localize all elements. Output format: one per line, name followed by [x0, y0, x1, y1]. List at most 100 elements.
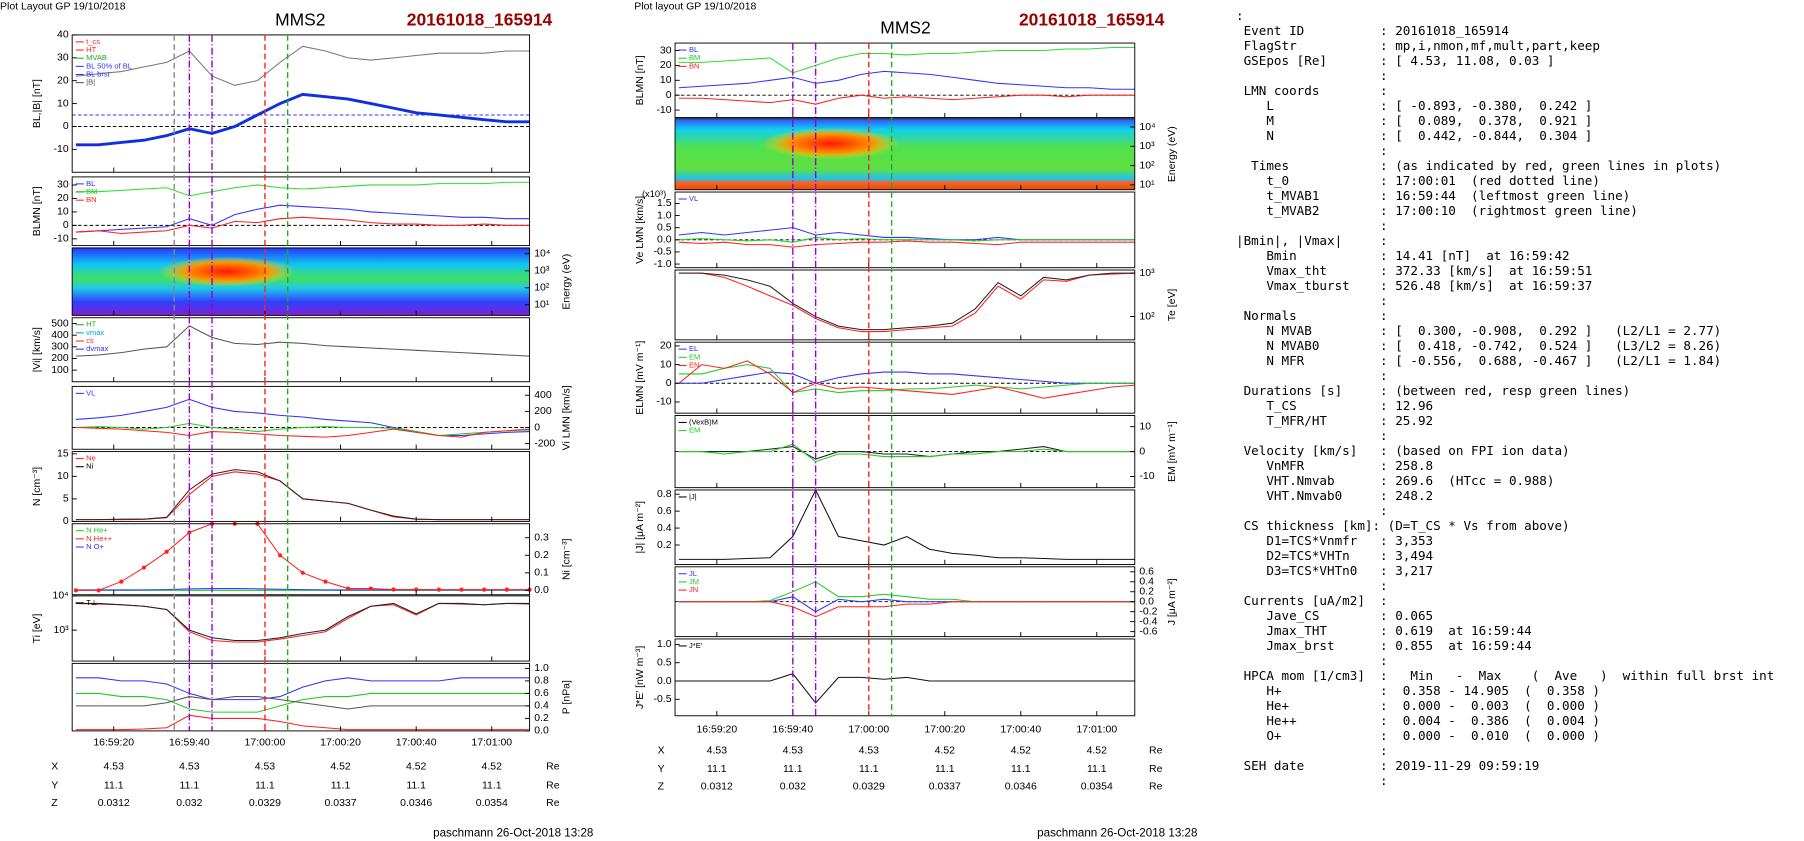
panel: 10² 10³ Te [eV] — [674, 268, 1178, 341]
panel-frame — [674, 341, 1136, 414]
y-tick-label: 30 — [57, 53, 69, 64]
y-tick-label: 10 — [57, 207, 69, 218]
series-line — [678, 46, 1135, 74]
legend-label: BL — [689, 45, 698, 54]
legend-label: HT — [86, 320, 96, 329]
y-tick-label: -10 — [656, 397, 671, 408]
info-line: : — [1236, 773, 1388, 788]
orbit-value: 4.53 — [783, 745, 804, 756]
panel: -1.0-0.50.0 0.51.01.5 Ve LMN [km/s](x10³) V… — [635, 189, 1136, 270]
series-line — [678, 371, 1135, 384]
y-axis-label: Vi LMN [km/s] — [562, 385, 573, 450]
x-tick-label: 17:00:00 — [848, 725, 889, 736]
y-axis-label: J*E' [nW m⁻³] — [635, 646, 646, 709]
y-axis-label: ELMN [mV m⁻¹] — [635, 341, 646, 415]
chart-footer: paschmann 26-Oct-2018 13:28 — [433, 826, 593, 839]
legend-label: t_cs — [86, 37, 100, 46]
panel: -200 0 200 400 Vi LMN [km/s] VL — [71, 385, 573, 450]
y-tick-label: 30 — [660, 45, 672, 56]
y-tick-label: 10 — [660, 75, 672, 86]
y-tick-label: 10² — [534, 283, 550, 294]
info-line: Event ID : 20161018_165914 — [1236, 23, 1509, 38]
orbit-unit: Re — [546, 762, 560, 773]
y-tick-label: 10 — [1139, 421, 1151, 432]
series-point — [459, 587, 464, 592]
y-tick-label: 300 — [51, 342, 69, 353]
legend-label: JL — [689, 569, 697, 578]
series-line — [75, 696, 530, 710]
chart-title: MMS2 — [275, 10, 325, 30]
series-line — [678, 272, 1135, 333]
info-line: N MVAB : [ 0.300, -0.908, 0.292 ] (L2/L1… — [1236, 323, 1722, 338]
y-tick-label: 0.5 — [657, 657, 672, 668]
y-tick-label: 0 — [1139, 446, 1145, 457]
series-line — [75, 471, 530, 521]
orbit-value: 0.032 — [780, 782, 806, 793]
series-point — [346, 586, 351, 591]
panel-frame — [71, 595, 531, 662]
info-line: N : [ 0.442, -0.844, 0.304 ] — [1236, 128, 1593, 143]
chart-subtitle: 20161018_165914 — [407, 10, 553, 30]
info-line: VnMFR : 258.8 — [1236, 458, 1434, 473]
legend-label: HT — [86, 45, 96, 54]
orbit-value: 11.1 — [406, 780, 426, 791]
panel-frame — [71, 451, 531, 522]
series-line — [75, 204, 530, 233]
y-axis-label: N [cm⁻³] — [32, 467, 43, 506]
info-line: D2=TCS*VHTn : 3,494 — [1236, 548, 1434, 563]
y-tick-label: 10² — [1139, 160, 1155, 171]
legend-label: Ne — [86, 454, 96, 463]
y-tick-label: 200 — [534, 406, 552, 417]
orbit-value: 11.1 — [331, 780, 351, 791]
y-tick-label: 0.0 — [1139, 596, 1154, 607]
y-tick-label: 0.5 — [657, 222, 672, 233]
y-tick-label: -200 — [534, 438, 555, 449]
y-tick-label: 40 — [57, 30, 69, 41]
orbit-value: 4.53 — [104, 762, 125, 773]
spectrogram — [72, 247, 530, 316]
info-line: Durations [s] : (between red, resp green… — [1236, 383, 1631, 398]
panel: -10 0 10 EM [mV m⁻¹] (VexB)MEM — [674, 415, 1178, 489]
y-tick-label: 0.2 — [1139, 587, 1154, 598]
info-line: |Bmin|, |Vmax| : — [1236, 233, 1388, 248]
series-line — [75, 523, 530, 591]
y-tick-label: 10¹ — [1139, 180, 1155, 191]
y-tick-label: 10¹ — [534, 300, 550, 311]
y-axis-label: EM [mV m⁻¹] — [1167, 421, 1178, 482]
orbit-value: 11.1 — [180, 780, 200, 791]
y-tick-label: 0.8 — [534, 676, 549, 687]
series-point — [323, 579, 328, 584]
series-line — [75, 426, 530, 438]
info-line: : — [1236, 143, 1388, 158]
series-line — [678, 236, 1135, 243]
y-axis-label: Ve LMN [km/s] — [635, 196, 646, 264]
y-tick-label: -0.6 — [1139, 626, 1157, 637]
y-tick-label: -0.5 — [654, 694, 672, 705]
y-tick-label: 0.6 — [1139, 567, 1154, 578]
y-tick-label: 10⁴ — [534, 249, 550, 260]
y-tick-label: 20 — [57, 75, 69, 86]
legend-label: cs — [86, 336, 94, 345]
y-tick-label: 0 — [63, 220, 69, 231]
panel: -0.5 0.0 0.5 1.0 J*E' [nW m⁻³] J*E' — [635, 638, 1136, 717]
legend-label: JM — [689, 577, 699, 586]
info-line: Velocity [km/s] : (based on FPI ion data… — [1236, 443, 1570, 458]
orbit-value: 11.1 — [859, 764, 879, 775]
info-line: t_MVAB1 : 16:59:44 (leftmost green line) — [1236, 188, 1631, 203]
info-line: D3=TCS*VHTn0 : 3,217 — [1236, 563, 1434, 578]
legend-label: BM — [689, 53, 700, 62]
orbit-value: 0.0354 — [476, 798, 508, 809]
orbit-value: 0.0337 — [929, 782, 961, 793]
y-tick-label: -10 — [656, 105, 671, 116]
info-line: VHT.Nmvab : 269.6 (HTcc = 0.988) — [1236, 473, 1555, 488]
y-tick-label: 10³ — [1139, 141, 1155, 152]
y-tick-label: 0.6 — [534, 688, 549, 699]
y-tick-label: 1.0 — [657, 639, 672, 650]
y-tick-label: -1.0 — [654, 259, 672, 270]
y-tick-label: 0.2 — [534, 550, 549, 561]
orbit-value: 11.1 — [482, 780, 502, 791]
